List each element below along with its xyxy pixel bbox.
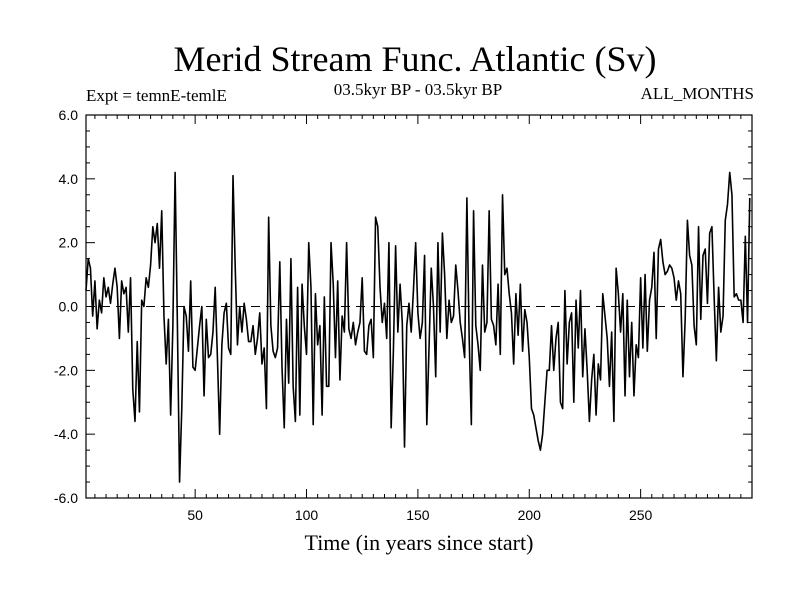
y-tick-label: 4.0 <box>59 171 79 187</box>
y-tick-label: 2.0 <box>59 235 79 251</box>
period-label: ALL_MONTHS <box>640 84 754 103</box>
y-tick-label: -2.0 <box>54 362 78 378</box>
x-tick-label: 50 <box>187 507 203 523</box>
x-tick-label: 100 <box>295 507 319 523</box>
y-tick-label: -4.0 <box>54 426 78 442</box>
y-tick-label: -6.0 <box>54 490 78 506</box>
y-tick-label: 6.0 <box>59 107 79 123</box>
series-line <box>85 171 751 483</box>
chart-subtitle: 03.5kyr BP - 03.5kyr BP <box>333 80 503 99</box>
plot-frame <box>85 114 753 499</box>
minor-ticks <box>86 115 752 498</box>
x-tick-label: 200 <box>518 507 542 523</box>
tick-labels: 50 100 150 200 250 -6.0 -4.0 -2.0 0.0 2.0 4.0 6.0 <box>54 107 653 523</box>
x-axis-label: Time (in years since start) <box>304 530 534 555</box>
chart-title: Merid Stream Func. Atlantic (Sv) <box>173 39 657 79</box>
x-tick-label: 250 <box>629 507 653 523</box>
experiment-label: Expt = temnE-temlE <box>86 86 227 105</box>
y-tick-label: 0.0 <box>59 299 79 315</box>
x-tick-label: 150 <box>406 507 430 523</box>
